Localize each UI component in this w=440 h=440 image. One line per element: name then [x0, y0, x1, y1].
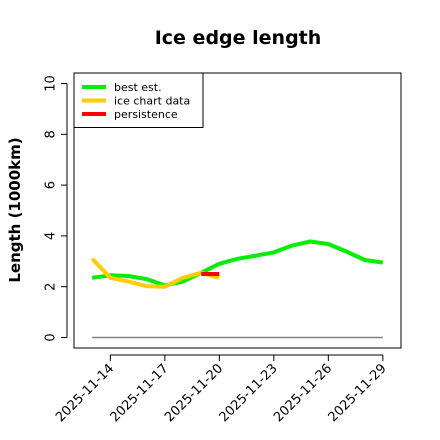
y-tick-label: 2	[44, 283, 59, 291]
chart-title: Ice edge length	[155, 27, 322, 49]
legend-label: best est.	[114, 81, 162, 94]
plot-area-frame	[73, 72, 402, 349]
y-tick-label: 0	[44, 333, 59, 341]
y-axis: 0 2 4 6 8 10	[44, 75, 68, 342]
x-tick-label: 2025-11-29	[326, 361, 390, 425]
y-tick-label: 10	[44, 75, 59, 92]
series-line-ice-chart-data	[90, 257, 220, 289]
y-tick-label: 8	[44, 130, 59, 138]
y-tick-label: 6	[44, 181, 59, 189]
legend-label: ice chart data	[114, 95, 190, 108]
series-line-best-est	[91, 239, 384, 288]
y-tick-label: 4	[44, 232, 59, 240]
y-axis-label: Length (1000km)	[6, 137, 24, 282]
x-axis: 2025-11-142025-11-172025-11-202025-11-23…	[53, 354, 390, 425]
legend-label: persistence	[114, 108, 178, 121]
series-lines	[90, 239, 384, 339]
